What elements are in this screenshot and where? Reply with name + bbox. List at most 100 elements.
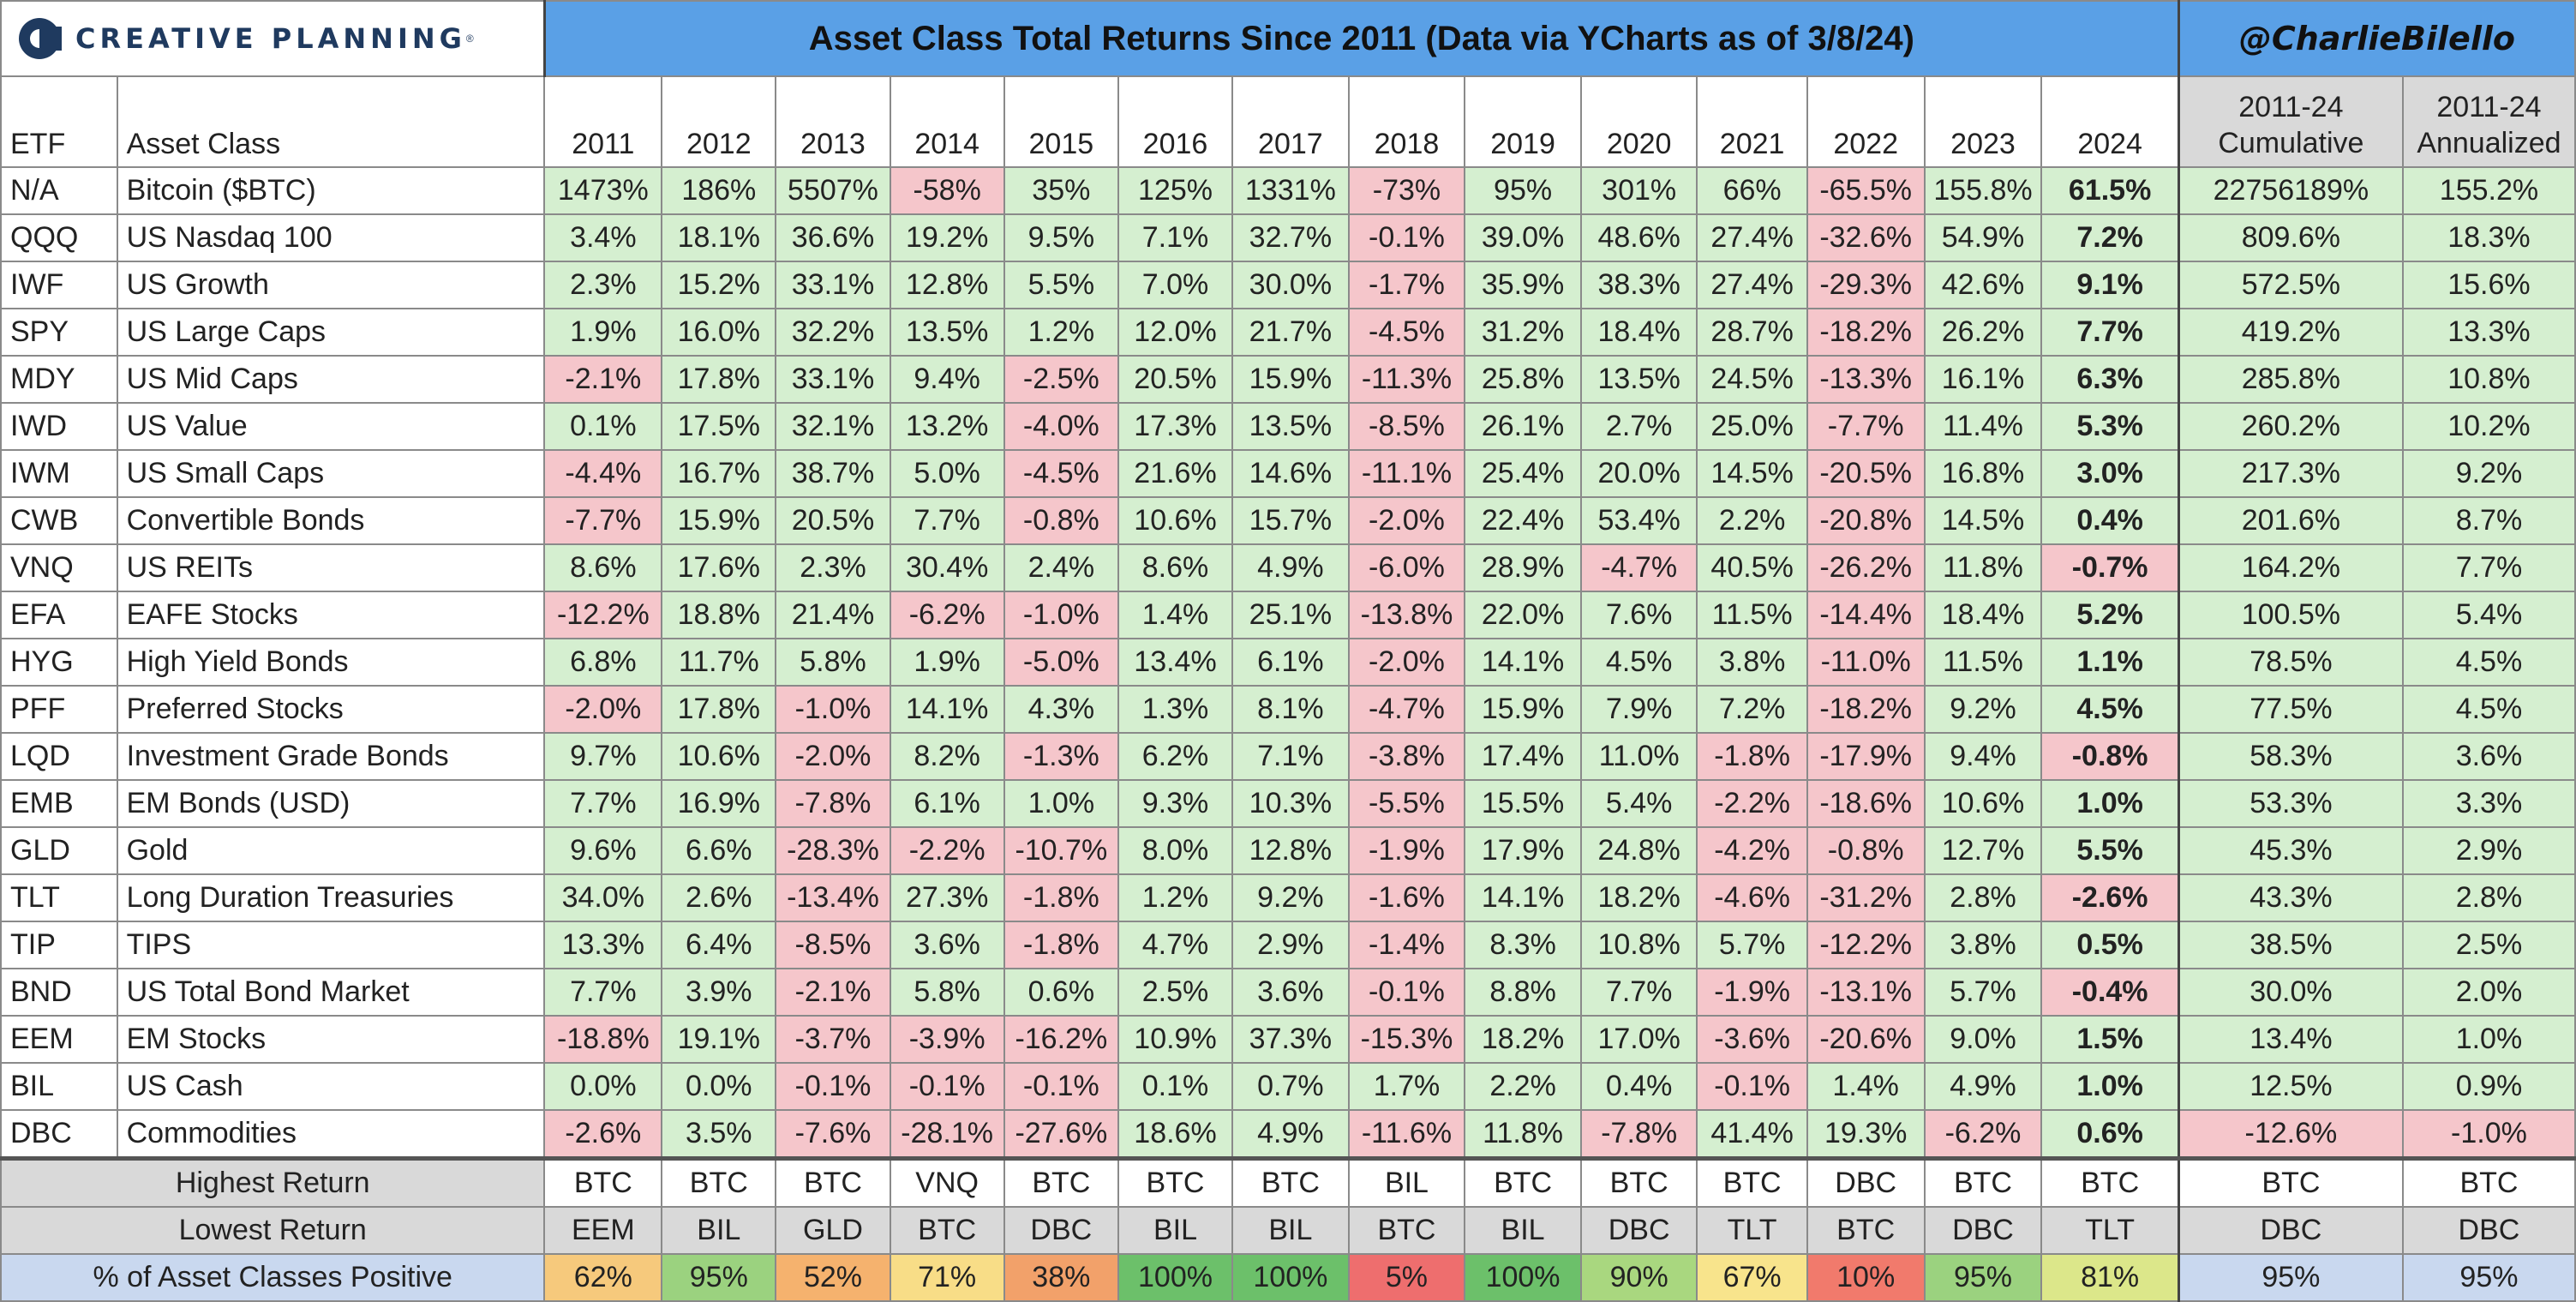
return-cell: 35% (1003, 166, 1119, 215)
summary-label: % of Asset Classes Positive (0, 1253, 546, 1302)
etf-ticker: EEM (0, 1015, 118, 1064)
return-cell: -32.6% (1806, 213, 1926, 262)
table-row: LQD Investment Grade Bonds 9.7% 10.6% -2.0% 8… (0, 732, 2576, 781)
table-row: VNQ US REITs 8.6% 17.6% 2.3% 30.4% 2.4% 8.6% 4.9… (0, 543, 2576, 592)
return-cell: 21.6% (1117, 449, 1234, 498)
annualized-return-cell: 2.9% (2401, 826, 2576, 875)
return-cell: 3.9% (661, 968, 777, 1017)
return-cell: 25.8% (1464, 355, 1582, 404)
summary-cell: BTC (1579, 1156, 1698, 1208)
table-row: MDY US Mid Caps -2.1% 17.8% 33.1% 9.4% -2.5% 20… (0, 355, 2576, 404)
col-header-annualized-line1: 2011-24 (2436, 91, 2542, 123)
return-cell: -12.2% (543, 591, 663, 639)
return-cell: -6.2% (889, 591, 1005, 639)
return-cell: 38.3% (1579, 261, 1698, 309)
return-cell: 13.5% (1579, 355, 1698, 404)
summary-cell: VNQ (889, 1156, 1005, 1208)
summary-cumulative-cell: BTC (2178, 1156, 2404, 1208)
return-cell: 5.3% (2040, 402, 2180, 451)
col-header-year: 2017 (1231, 75, 1350, 168)
return-cell: -11.6% (1347, 1109, 1466, 1160)
return-cell: 0.6% (1003, 968, 1119, 1017)
col-header-year: 2024 (2040, 75, 2180, 168)
return-cell: 39.0% (1464, 213, 1582, 262)
summary-cell: DBC (1806, 1156, 1926, 1208)
return-cell: -5.5% (1347, 779, 1466, 828)
return-cell: -1.7% (1347, 261, 1466, 309)
col-header-year: 2016 (1117, 75, 1234, 168)
return-cell: 3.5% (661, 1109, 777, 1160)
return-cell: 8.8% (1464, 968, 1582, 1017)
return-cell: 7.1% (1231, 732, 1350, 781)
percent-positive-row: % of Asset Classes Positive 62% 95% 52% 71% 3… (0, 1253, 2576, 1302)
return-cell: 7.7% (543, 779, 663, 828)
return-cell: 14.6% (1231, 449, 1350, 498)
asset-class-name: Commodities (116, 1109, 546, 1160)
col-header-cumulative-line1: 2011-24 (2238, 91, 2344, 123)
return-cell: -2.2% (889, 826, 1005, 875)
return-cell: -2.0% (1347, 496, 1466, 545)
return-cell: -18.6% (1806, 779, 1926, 828)
return-cell: 53.4% (1579, 496, 1698, 545)
return-cell: 1.0% (2040, 779, 2180, 828)
summary-cell: BIL (1117, 1206, 1234, 1255)
summary-annualized-cell: DBC (2401, 1206, 2576, 1255)
highest-return-row: Highest Return BTC BTC BTC VNQ BTC BTC BTC BIL BT… (0, 1156, 2576, 1208)
summary-cell: BTC (661, 1156, 777, 1208)
summary-cell: TLT (2040, 1206, 2180, 1255)
return-cell: -0.8% (1003, 496, 1119, 545)
etf-ticker: N/A (0, 166, 118, 215)
return-cell: -16.2% (1003, 1015, 1119, 1064)
return-cell: -10.7% (1003, 826, 1119, 875)
return-cell: -28.1% (889, 1109, 1005, 1160)
return-cell: 32.2% (775, 308, 891, 357)
return-cell: 14.1% (1464, 638, 1582, 687)
return-cell: 18.4% (1579, 308, 1698, 357)
return-cell: 125% (1117, 166, 1234, 215)
cumulative-return-cell: 419.2% (2178, 308, 2404, 357)
return-cell: 15.5% (1464, 779, 1582, 828)
return-cell: 13.3% (543, 921, 663, 969)
return-cell: -27.6% (1003, 1109, 1119, 1160)
return-cell: -2.0% (1347, 638, 1466, 687)
return-cell: 9.2% (1923, 685, 2043, 734)
return-cell: 8.0% (1117, 826, 1234, 875)
return-cell: 6.3% (2040, 355, 2180, 404)
return-cell: -6.0% (1347, 543, 1466, 592)
asset-class-name: Investment Grade Bonds (116, 732, 546, 781)
annualized-return-cell: 3.3% (2401, 779, 2576, 828)
return-cell: -31.2% (1806, 873, 1926, 922)
return-cell: 11.8% (1923, 543, 2043, 592)
return-cell: 3.6% (889, 921, 1005, 969)
return-cell: -7.8% (1579, 1109, 1698, 1160)
return-cell: 15.9% (661, 496, 777, 545)
cumulative-return-cell: 77.5% (2178, 685, 2404, 734)
col-header-year: 2020 (1579, 75, 1698, 168)
return-cell: 0.4% (2040, 496, 2180, 545)
annualized-return-cell: 2.0% (2401, 968, 2576, 1017)
return-cell: -4.7% (1347, 685, 1466, 734)
return-cell: -1.8% (1003, 873, 1119, 922)
creative-planning-logo-icon (19, 18, 62, 59)
summary-cell: BTC (1347, 1206, 1466, 1255)
table-row: GLD Gold 9.6% 6.6% -28.3% -2.2% -10.7% 8.0% 12.8… (0, 826, 2576, 875)
return-cell: -4.7% (1579, 543, 1698, 592)
annualized-return-cell: 18.3% (2401, 213, 2576, 262)
lowest-return-row: Lowest Return EEM BIL GLD BTC DBC BIL BIL BTC BIL… (0, 1206, 2576, 1255)
table-title: Asset Class Total Returns Since 2011 (Da… (543, 0, 2180, 77)
table-row: IWF US Growth 2.3% 15.2% 33.1% 12.8% 5.5% 7.0% 3… (0, 261, 2576, 309)
asset-class-name: EM Stocks (116, 1015, 546, 1064)
return-cell: 0.1% (1117, 1062, 1234, 1111)
table-row: TIP TIPS 13.3% 6.4% -8.5% 3.6% -1.8% 4.7% 2.9% -1… (0, 921, 2576, 969)
table-row: IWD US Value 0.1% 17.5% 32.1% 13.2% -4.0% 17.3%… (0, 402, 2576, 451)
asset-class-name: EM Bonds (USD) (116, 779, 546, 828)
return-cell: 155.8% (1923, 166, 2043, 215)
return-cell: 22.4% (1464, 496, 1582, 545)
summary-cumulative-cell: DBC (2178, 1206, 2404, 1255)
return-cell: -0.7% (2040, 543, 2180, 592)
return-cell: 9.4% (1923, 732, 2043, 781)
summary-cell: 10% (1806, 1253, 1926, 1302)
cumulative-return-cell: 164.2% (2178, 543, 2404, 592)
return-cell: 9.3% (1117, 779, 1234, 828)
